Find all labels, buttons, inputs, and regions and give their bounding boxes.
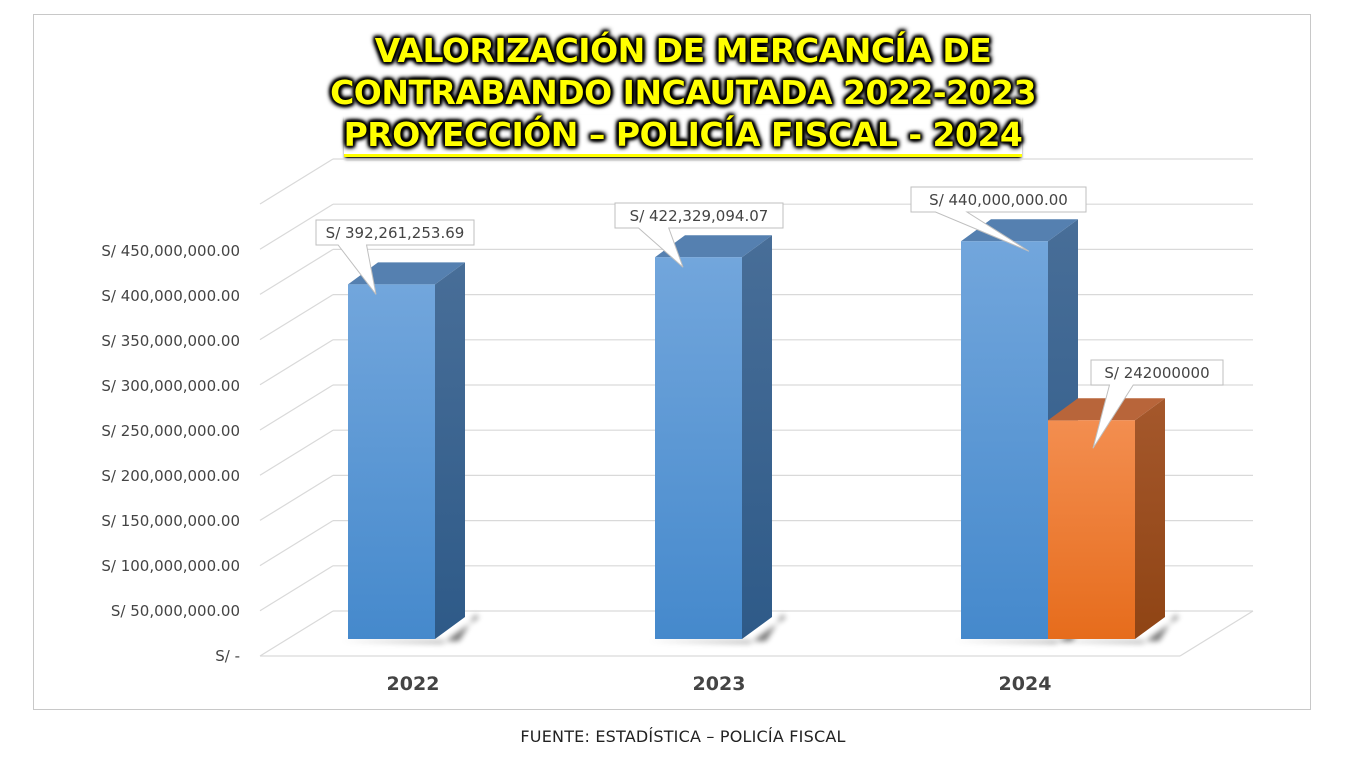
svg-text:S/ 422,329,094.07: S/ 422,329,094.07: [630, 207, 769, 225]
title-line-3: PROYECCIÓN – POLICÍA FISCAL - 2024: [0, 114, 1366, 157]
svg-text:S/ 392,261,253.69: S/ 392,261,253.69: [326, 224, 465, 242]
chart-title: VALORIZACIÓN DE MERCANCÍA DE CONTRABANDO…: [0, 30, 1366, 157]
svg-text:S/ 440,000,000.00: S/ 440,000,000.00: [929, 191, 1068, 209]
y-tick-label: S/ 50,000,000.00: [111, 602, 240, 620]
title-line-2: CONTRABANDO INCAUTADA 2022-2023: [330, 73, 1036, 112]
y-tick-label: S/ 200,000,000.00: [101, 467, 240, 485]
svg-text:S/ 242000000: S/ 242000000: [1104, 364, 1209, 382]
x-tick-label: 2024: [999, 673, 1052, 695]
y-axis-labels: S/ - S/ 50,000,000.00 S/ 100,000,000.00 S/ …: [101, 242, 240, 665]
y-tick-label: S/ 450,000,000.00: [101, 242, 240, 260]
y-tick-label: S/ 350,000,000.00: [101, 332, 240, 350]
bar-2022: [340, 262, 479, 643]
y-tick-label: S/ 150,000,000.00: [101, 512, 240, 530]
y-tick-label: S/ 100,000,000.00: [101, 557, 240, 575]
bar-2024-projection: [1040, 398, 1179, 643]
data-label-2023: S/ 422,329,094.07: [614, 202, 784, 268]
x-tick-label: 2022: [387, 673, 440, 695]
x-axis-labels: 2022 2023 2024: [387, 673, 1052, 695]
data-labels: S/ 392,261,253.69 S/ 422,329,094.07 S/ 440…: [315, 186, 1224, 449]
data-label-2024-projection: S/ 242000000: [1090, 359, 1224, 449]
source-note: FUENTE: ESTADÍSTICA – POLICÍA FISCAL: [520, 727, 846, 746]
title-line-3-text: PROYECCIÓN – POLICÍA FISCAL - 2024: [343, 115, 1023, 157]
title-line-1: VALORIZACIÓN DE MERCANCÍA DE: [374, 31, 992, 70]
data-label-2024: S/ 440,000,000.00: [910, 186, 1087, 252]
data-label-2022: S/ 392,261,253.69: [315, 219, 475, 295]
y-tick-label: S/ 250,000,000.00: [101, 422, 240, 440]
y-tick-label: S/ -: [215, 647, 240, 665]
y-tick-label: S/ 400,000,000.00: [101, 287, 240, 305]
bar-2023: [647, 235, 786, 643]
x-tick-label: 2023: [693, 673, 746, 695]
y-tick-label: S/ 300,000,000.00: [101, 377, 240, 395]
bars: [340, 219, 1179, 643]
